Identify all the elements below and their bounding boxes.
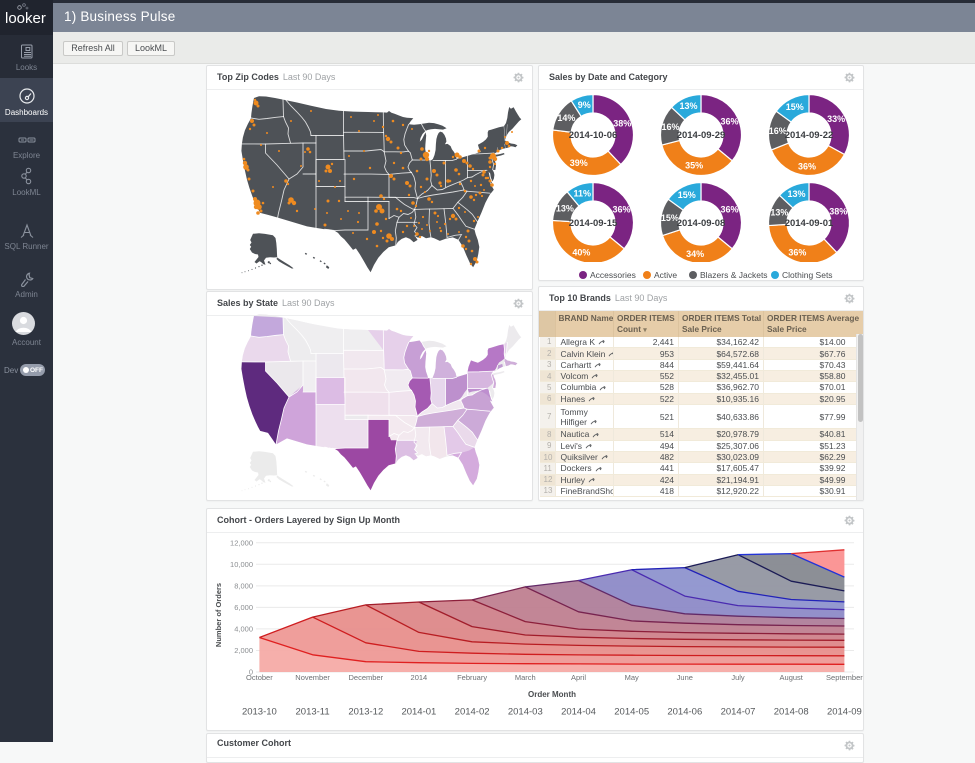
svg-text:4,000: 4,000 xyxy=(234,624,253,633)
svg-text:34%: 34% xyxy=(686,249,704,259)
svg-text:2014-06: 2014-06 xyxy=(667,707,702,718)
svg-text:2014-10-06: 2014-10-06 xyxy=(569,130,618,141)
svg-text:0: 0 xyxy=(249,668,253,677)
svg-text:11%: 11% xyxy=(574,188,592,198)
svg-text:2013-11: 2013-11 xyxy=(296,707,330,718)
svg-text:July: July xyxy=(731,673,745,682)
svg-text:6,000: 6,000 xyxy=(234,603,253,612)
svg-text:May: May xyxy=(625,673,639,682)
svg-text:2014-04: 2014-04 xyxy=(561,707,596,718)
svg-text:14%: 14% xyxy=(557,113,575,123)
svg-text:October: October xyxy=(246,673,273,682)
svg-text:36%: 36% xyxy=(788,247,806,257)
svg-text:2014: 2014 xyxy=(411,673,428,682)
svg-text:2,000: 2,000 xyxy=(234,646,253,655)
svg-text:13%: 13% xyxy=(556,204,574,214)
svg-text:2013-10: 2013-10 xyxy=(242,707,277,718)
svg-text:35%: 35% xyxy=(685,161,703,171)
svg-text:November: November xyxy=(295,673,330,682)
svg-text:40%: 40% xyxy=(572,247,590,257)
svg-text:39%: 39% xyxy=(570,158,588,168)
svg-text:2014-01: 2014-01 xyxy=(401,707,436,718)
svg-text:August: August xyxy=(780,673,804,682)
svg-text:2014-09-22: 2014-09-22 xyxy=(785,130,834,141)
svg-text:13%: 13% xyxy=(679,101,697,111)
svg-text:8,000: 8,000 xyxy=(234,581,253,590)
svg-text:March: March xyxy=(515,673,536,682)
svg-text:April: April xyxy=(571,673,586,682)
svg-text:September: September xyxy=(826,673,863,682)
svg-text:33%: 33% xyxy=(827,114,845,124)
svg-text:2014-08: 2014-08 xyxy=(774,707,809,718)
svg-text:13%: 13% xyxy=(770,207,788,217)
svg-text:13%: 13% xyxy=(787,189,805,199)
svg-text:9%: 9% xyxy=(578,100,591,110)
svg-text:10,000: 10,000 xyxy=(230,560,253,569)
svg-text:15%: 15% xyxy=(678,190,696,200)
svg-text:36%: 36% xyxy=(720,205,738,215)
svg-text:2013-12: 2013-12 xyxy=(348,707,383,718)
svg-text:12,000: 12,000 xyxy=(230,538,253,547)
svg-text:2014-09-08: 2014-09-08 xyxy=(677,218,726,229)
svg-text:36%: 36% xyxy=(612,205,630,215)
svg-text:2014-09-29: 2014-09-29 xyxy=(677,130,726,141)
svg-text:looker: looker xyxy=(5,10,46,27)
svg-text:2014-09-01: 2014-09-01 xyxy=(785,218,834,229)
svg-text:16%: 16% xyxy=(661,122,679,132)
svg-text:Order Month: Order Month xyxy=(528,690,576,699)
svg-text:December: December xyxy=(348,673,383,682)
svg-text:16%: 16% xyxy=(769,126,787,136)
svg-text:2014-07: 2014-07 xyxy=(721,707,756,718)
svg-text:February: February xyxy=(457,673,487,682)
svg-text:Number of Orders: Number of Orders xyxy=(214,583,223,647)
svg-text:36%: 36% xyxy=(720,117,738,127)
svg-text:2014-05: 2014-05 xyxy=(614,707,649,718)
svg-text:June: June xyxy=(677,673,693,682)
svg-text:2014-09: 2014-09 xyxy=(827,707,862,718)
svg-text:2014-09-15: 2014-09-15 xyxy=(569,218,618,229)
svg-text:15%: 15% xyxy=(661,213,679,223)
svg-text:38%: 38% xyxy=(829,206,847,216)
svg-text:2014-03: 2014-03 xyxy=(508,707,543,718)
svg-text:15%: 15% xyxy=(786,102,804,112)
svg-text:38%: 38% xyxy=(613,118,631,128)
svg-text:2014-02: 2014-02 xyxy=(455,707,490,718)
svg-text:36%: 36% xyxy=(798,161,816,171)
